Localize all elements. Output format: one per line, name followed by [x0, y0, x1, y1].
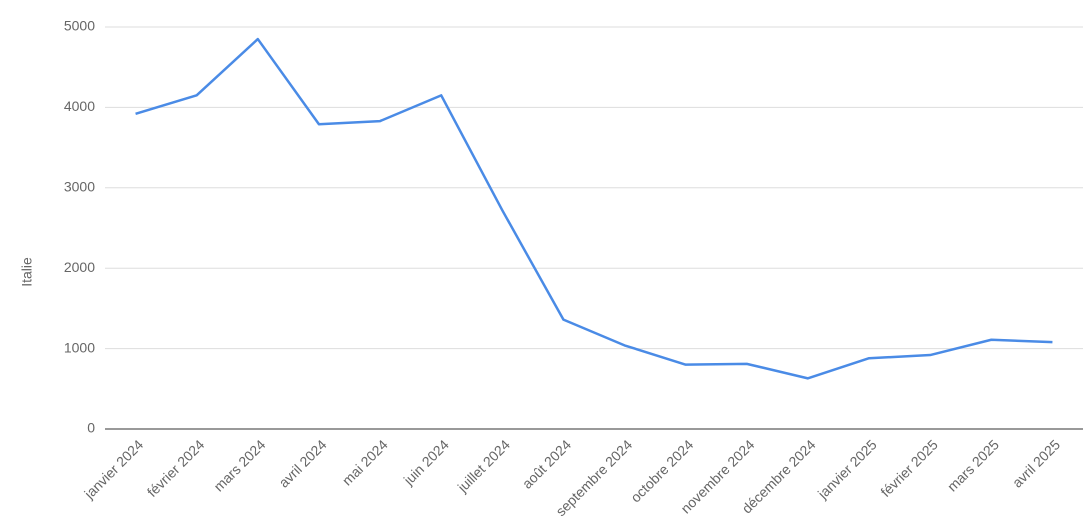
y-tick-label: 5000: [64, 18, 95, 34]
y-axis-label: Italie: [19, 257, 35, 287]
x-tick-label: février 2024: [144, 436, 208, 500]
x-tick-label: juillet 2024: [454, 436, 514, 496]
y-tick-label: 2000: [64, 259, 95, 275]
y-tick-label: 0: [87, 420, 95, 436]
x-tick-label: février 2025: [877, 436, 941, 500]
x-tick-label: mai 2024: [339, 436, 391, 488]
y-tick-label: 1000: [64, 339, 95, 355]
x-tick-label: mars 2024: [210, 436, 268, 494]
series-line: [135, 37, 1053, 380]
x-tick-label: août 2024: [519, 436, 575, 492]
x-tick-label: janvier 2024: [80, 436, 146, 502]
x-tick-label: avril 2025: [1009, 436, 1063, 490]
x-tick-label: janvier 2025: [814, 436, 880, 502]
y-tick-label: 4000: [64, 98, 95, 114]
y-tick-label: 3000: [64, 179, 95, 195]
x-tick-label: mars 2025: [944, 436, 1002, 494]
x-tick-label: juin 2024: [400, 436, 452, 488]
x-tick-label: avril 2024: [275, 436, 329, 490]
